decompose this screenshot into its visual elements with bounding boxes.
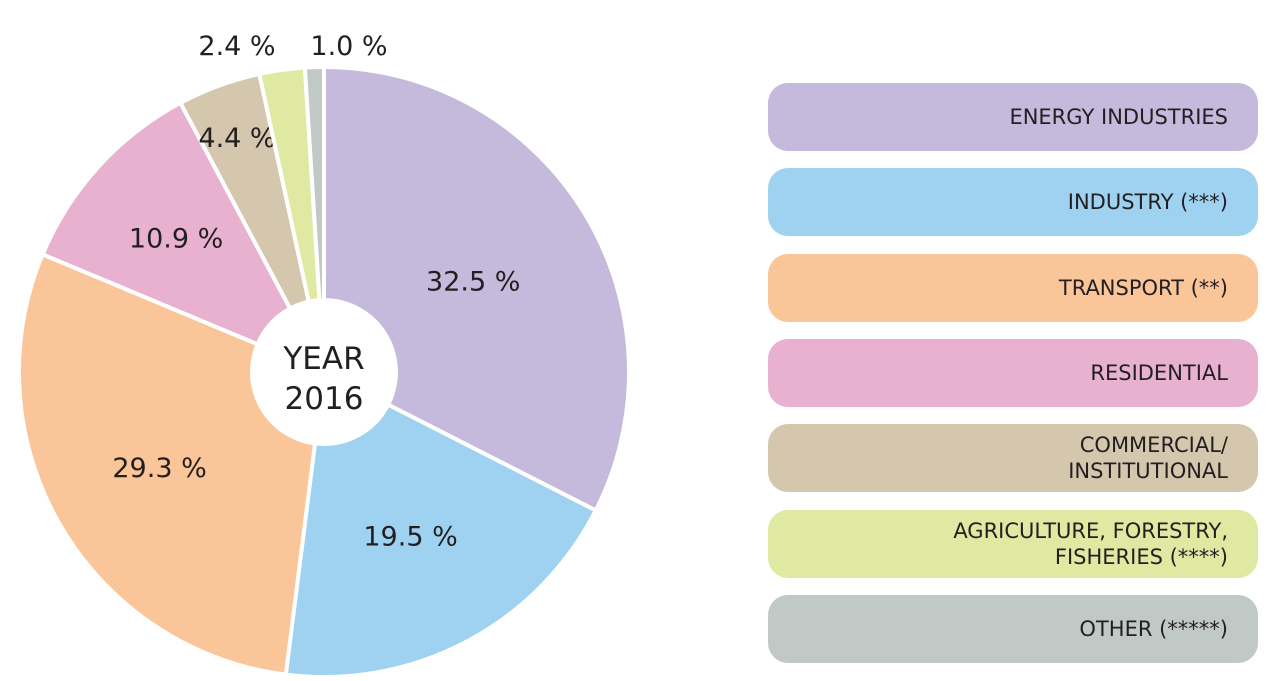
slice-label: 19.5 %: [363, 521, 457, 552]
legend-label: AGRICULTURE, FORESTRY, FISHERIES (****): [953, 518, 1228, 569]
slice-label: 29.3 %: [112, 453, 206, 484]
slice-label: 2.4 %: [198, 31, 275, 62]
legend-item: COMMERCIAL/ INSTITUTIONAL: [768, 424, 1258, 493]
legend-label: TRANSPORT (**): [1058, 275, 1228, 300]
center-hole: [250, 298, 398, 446]
pie-slice: [302, 64, 326, 373]
legend-item: TRANSPORT (**): [768, 253, 1258, 322]
legend-label: RESIDENTIAL: [1090, 360, 1228, 385]
legend-item: AGRICULTURE, FORESTRY, FISHERIES (****): [768, 509, 1258, 578]
legend-label: INDUSTRY (***): [1067, 190, 1228, 215]
pie-slice: [39, 100, 329, 377]
slice-label: 1.0 %: [310, 31, 387, 62]
pie-slice: [17, 251, 327, 677]
legend-label: OTHER (*****): [1079, 616, 1228, 641]
slice-label: 10.9 %: [129, 223, 223, 254]
legend-label: COMMERCIAL/ INSTITUTIONAL: [1068, 433, 1228, 484]
slice-label: 32.5 %: [426, 267, 520, 298]
slice-label: 4.4 %: [198, 123, 275, 154]
legend-item: OTHER (*****): [768, 594, 1258, 663]
center-label: YEAR: [282, 341, 364, 377]
pie-chart: 32.5 % 19.5 % 29.3 % 10.9 % 4.4 % 2.4 % 1.0 % Y…: [17, 31, 631, 679]
center-label: 2016: [285, 381, 364, 417]
legend-item: ENERGY INDUSTRIES: [768, 83, 1258, 151]
legend-label: ENERGY INDUSTRIES: [1009, 105, 1228, 129]
legend-item: RESIDENTIAL: [768, 338, 1258, 407]
pie-slice: [283, 368, 599, 679]
pie-slice: [322, 64, 631, 514]
legend-item: INDUSTRY (***): [768, 168, 1258, 237]
